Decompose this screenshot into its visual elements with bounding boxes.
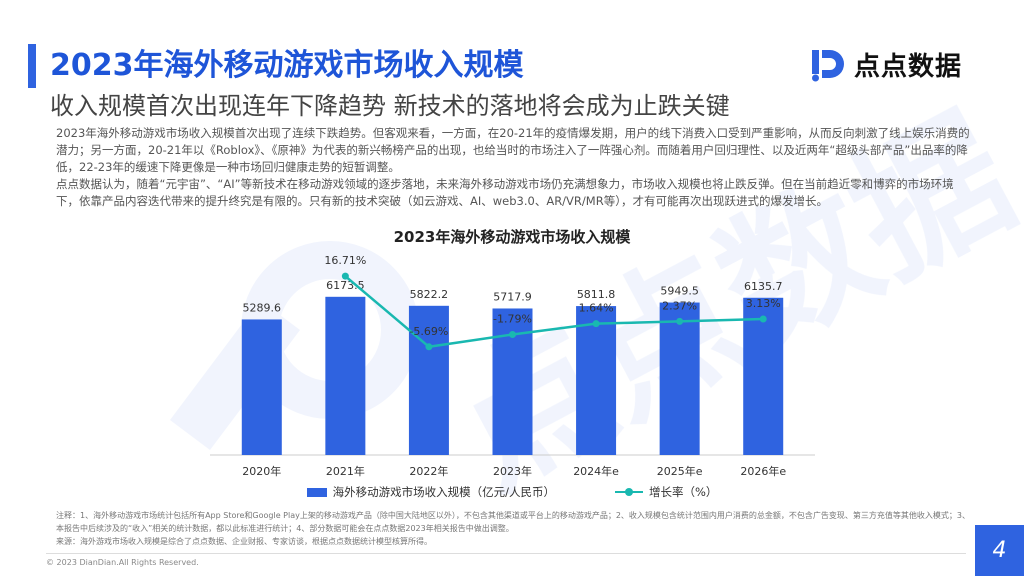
growth-label-4: 1.64% — [579, 302, 614, 315]
body-paragraph-2: 点点数据认为，随着“元宇宙”、“AI”等新技术在移动游戏领域的逐步落地，未来海外… — [56, 177, 954, 208]
bar-label-5: 5949.5 — [660, 285, 699, 298]
bar-label-0: 5289.6 — [243, 301, 282, 314]
growth-line — [344, 275, 764, 349]
footnote-source: 来源：海外游戏市场收入规模是综合了点点数据、企业财报、专家访谈，根据点点数据统计… — [56, 537, 432, 546]
legend-item-revenue: 海外移动游戏市场收入规模（亿元/人民币） — [306, 484, 555, 500]
legend-label-growth: 增长率（%） — [648, 485, 718, 499]
footer-divider — [46, 553, 966, 554]
chart-legend: 海外移动游戏市场收入规模（亿元/人民币） 增长率（%） — [0, 484, 1024, 500]
x-tick-label-0: 2020年 — [242, 464, 281, 478]
legend-line-swatch — [614, 488, 643, 496]
x-tick-label-6: 2026年e — [740, 464, 786, 478]
x-tick-label-2: 2022年 — [409, 464, 448, 478]
bar-0 — [241, 319, 282, 455]
bar-2 — [408, 305, 449, 455]
growth-label-2: -5.69% — [409, 325, 448, 338]
bar-label-1: 6173.5 — [326, 279, 365, 292]
growth-point-3 — [509, 330, 516, 338]
bar-5 — [659, 302, 700, 455]
body-text: 2023年海外移动游戏市场收入规模首次出现了连续下跌趋势。但客观来看，一方面，在… — [56, 125, 972, 210]
chart-title: 2023年海外移动游戏市场收入规模 — [393, 228, 631, 246]
brand-logo: 点点数据 — [810, 46, 962, 83]
x-tick-label-4: 2024年e — [573, 464, 619, 478]
bar-label-6: 6135.7 — [744, 280, 783, 293]
bar-4 — [576, 306, 617, 455]
growth-label-3: -1.79% — [493, 312, 532, 325]
bar-6 — [743, 297, 784, 455]
growth-point-2 — [425, 343, 433, 351]
title-accent-bar — [28, 44, 36, 88]
bar-3 — [492, 308, 533, 455]
x-tick-label-5: 2025年e — [657, 464, 703, 478]
logo-text: 点点数据 — [854, 52, 963, 82]
legend-bar-swatch — [306, 487, 327, 497]
page-number: 4 — [975, 525, 1024, 576]
legend-label-revenue: 海外移动游戏市场收入规模（亿元/人民币） — [332, 485, 555, 499]
page-title: 2023年海外移动游戏市场收入规模 — [50, 48, 524, 83]
footnote-note: 注释：1、海外移动游戏市场统计包括所有App Store和Google Play… — [56, 511, 971, 533]
x-tick-label-3: 2023年 — [493, 464, 532, 478]
copyright-text: © 2023 DianDian.All Rights Reserved. — [46, 558, 199, 567]
bar-1 — [325, 296, 366, 455]
bar-label-4: 5811.8 — [577, 288, 616, 301]
growth-label-5: 2.37% — [662, 299, 697, 312]
growth-point-6 — [759, 315, 767, 323]
page-subtitle: 收入规模首次出现连年下降趋势 新技术的落地将会成为止跌关键 — [50, 92, 730, 120]
x-tick-label-1: 2021年 — [326, 464, 365, 478]
footnotes: 注释：1、海外移动游戏市场统计包括所有App Store和Google Play… — [56, 509, 976, 548]
body-paragraph-1: 2023年海外移动游戏市场收入规模首次出现了连续下跌趋势。但客观来看，一方面，在… — [56, 126, 970, 174]
growth-point-1 — [341, 272, 349, 280]
growth-label-6: 3.13% — [746, 297, 781, 310]
bar-label-3: 5717.9 — [493, 290, 532, 303]
bar-label-2: 5822.2 — [410, 288, 449, 301]
growth-label-1: 16.71% — [324, 254, 366, 267]
growth-point-5 — [676, 317, 684, 325]
legend-item-growth: 增长率（%） — [614, 484, 718, 500]
diandian-logo-icon — [812, 49, 844, 81]
growth-point-4 — [592, 320, 600, 328]
